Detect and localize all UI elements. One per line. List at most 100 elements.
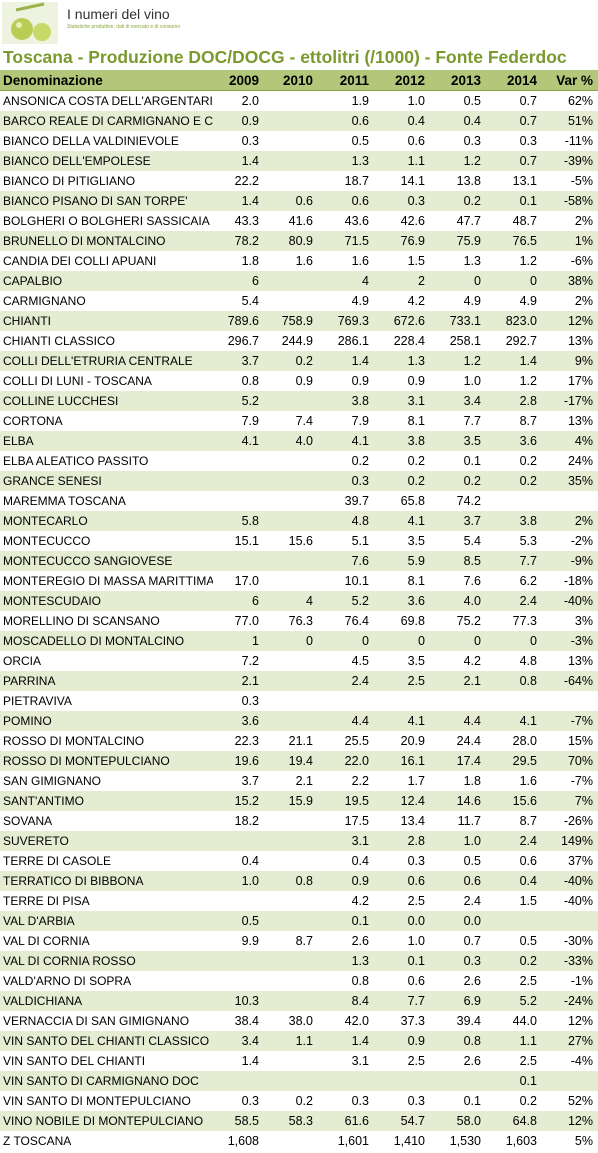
variation-cell: 12%	[542, 311, 598, 331]
denomination-cell: SANT'ANTIMO	[0, 791, 213, 811]
variation-cell: -11%	[542, 131, 598, 151]
value-cell: 258.1	[430, 331, 486, 351]
denomination-cell: MONTEREGIO DI MASSA MARITTIMA	[0, 571, 213, 591]
value-cell	[264, 851, 318, 871]
table-row: VALD'ARNO DI SOPRA 0.8 0.6 2.6 2.5 -1%	[0, 971, 598, 991]
table-row: PIETRAVIVA 0.3	[0, 691, 598, 711]
value-cell: 1.0	[374, 931, 430, 951]
value-cell	[264, 90, 318, 111]
value-cell: 1.1	[264, 1031, 318, 1051]
table-row: BARCO REALE DI CARMIGNANO E C 0.9 0.6 0.4 0.…	[0, 111, 598, 131]
value-cell: 3.4	[430, 391, 486, 411]
value-cell: 0.3	[374, 1091, 430, 1111]
denomination-cell: BIANCO DELL'EMPOLESE	[0, 151, 213, 171]
table-row: CARMIGNANO 5.4 4.9 4.2 4.9 4.9 2%	[0, 291, 598, 311]
variation-cell: -5%	[542, 171, 598, 191]
value-cell: 6	[213, 271, 264, 291]
variation-cell: 37%	[542, 851, 598, 871]
denomination-cell: VIN SANTO DI CARMIGNANO DOC	[0, 1071, 213, 1091]
denomination-cell: BIANCO DI PITIGLIANO	[0, 171, 213, 191]
table-row: CORTONA 7.9 7.4 7.9 8.1 7.7 8.7 13%	[0, 411, 598, 431]
value-cell	[264, 471, 318, 491]
value-cell: 5.2	[486, 991, 542, 1011]
value-cell: 25.5	[318, 731, 374, 751]
value-cell: 0.6	[318, 191, 374, 211]
denomination-cell: CARMIGNANO	[0, 291, 213, 311]
value-cell: 0.7	[486, 151, 542, 171]
value-cell: 18.7	[318, 171, 374, 191]
value-cell: 75.9	[430, 231, 486, 251]
variation-cell: -26%	[542, 811, 598, 831]
value-cell: 0.8	[318, 971, 374, 991]
value-cell: 0.7	[486, 111, 542, 131]
value-cell: 0.9	[318, 371, 374, 391]
value-cell: 47.7	[430, 211, 486, 231]
value-cell: 7.7	[486, 551, 542, 571]
value-cell: 2.8	[374, 831, 430, 851]
value-cell: 71.5	[318, 231, 374, 251]
denomination-cell: MONTECUCCO	[0, 531, 213, 551]
value-cell	[264, 451, 318, 471]
value-cell: 1,410	[374, 1131, 430, 1151]
value-cell: 0.5	[318, 131, 374, 151]
denomination-cell: ORCIA	[0, 651, 213, 671]
value-cell: 1.9	[318, 90, 374, 111]
value-cell: 8.7	[264, 931, 318, 951]
brand-name[interactable]: I numeri del vino	[67, 6, 170, 22]
denomination-cell: ELBA ALEATICO PASSITO	[0, 451, 213, 471]
denomination-cell: PIETRAVIVA	[0, 691, 213, 711]
value-cell: 7.4	[264, 411, 318, 431]
variation-cell: -7%	[542, 771, 598, 791]
value-cell: 1.3	[374, 351, 430, 371]
table-row: VAL DI CORNIA ROSSO 1.3 0.1 0.3 0.2 -33%	[0, 951, 598, 971]
column-header: 2011	[318, 70, 374, 91]
denomination-cell: CANDIA DEI COLLI APUANI	[0, 251, 213, 271]
value-cell: 22.0	[318, 751, 374, 771]
value-cell: 758.9	[264, 311, 318, 331]
value-cell: 2.4	[318, 671, 374, 691]
value-cell	[264, 1071, 318, 1091]
value-cell: 6	[213, 591, 264, 611]
value-cell: 4.2	[430, 651, 486, 671]
value-cell: 4.1	[374, 711, 430, 731]
value-cell: 1.4	[486, 351, 542, 371]
variation-cell: 52%	[542, 1091, 598, 1111]
table-row: POMINO 3.6 4.4 4.1 4.4 4.1 -7%	[0, 711, 598, 731]
value-cell: 1.1	[374, 151, 430, 171]
value-cell: 77.3	[486, 611, 542, 631]
value-cell: 78.2	[213, 231, 264, 251]
denomination-cell: MONTECUCCO SANGIOVESE	[0, 551, 213, 571]
value-cell: 37.3	[374, 1011, 430, 1031]
value-cell: 77.0	[213, 611, 264, 631]
denomination-cell: CHIANTI	[0, 311, 213, 331]
value-cell: 1.4	[213, 1051, 264, 1071]
value-cell: 2.5	[374, 671, 430, 691]
variation-cell: 13%	[542, 651, 598, 671]
value-cell: 4.1	[374, 511, 430, 531]
denomination-cell: ROSSO DI MONTEPULCIANO	[0, 751, 213, 771]
variation-cell: 38%	[542, 271, 598, 291]
table-row: BIANCO PISANO DI SAN TORPE' 1.4 0.6 0.6 0.3 0…	[0, 191, 598, 211]
value-cell: 1	[213, 631, 264, 651]
variation-cell: -33%	[542, 951, 598, 971]
variation-cell: -58%	[542, 191, 598, 211]
value-cell: 3.8	[374, 431, 430, 451]
variation-cell: -3%	[542, 631, 598, 651]
value-cell: 5.3	[486, 531, 542, 551]
table-row: CHIANTI CLASSICO 296.7 244.9 286.1 228.4 258.…	[0, 331, 598, 351]
value-cell: 1.2	[430, 151, 486, 171]
table-row: TERRATICO DI BIBBONA 1.0 0.8 0.9 0.6 0.6 0.4 -4…	[0, 871, 598, 891]
value-cell: 10.1	[318, 571, 374, 591]
variation-cell: 12%	[542, 1011, 598, 1031]
value-cell: 0.1	[430, 1091, 486, 1111]
value-cell: 1,608	[213, 1131, 264, 1151]
denomination-cell: VAL DI CORNIA	[0, 931, 213, 951]
value-cell: 0	[264, 631, 318, 651]
value-cell: 2.5	[374, 891, 430, 911]
variation-cell: -17%	[542, 391, 598, 411]
value-cell: 0.1	[430, 451, 486, 471]
value-cell: 3.6	[374, 591, 430, 611]
value-cell: 0.7	[430, 931, 486, 951]
value-cell: 0.3	[430, 131, 486, 151]
value-cell: 1.8	[213, 251, 264, 271]
